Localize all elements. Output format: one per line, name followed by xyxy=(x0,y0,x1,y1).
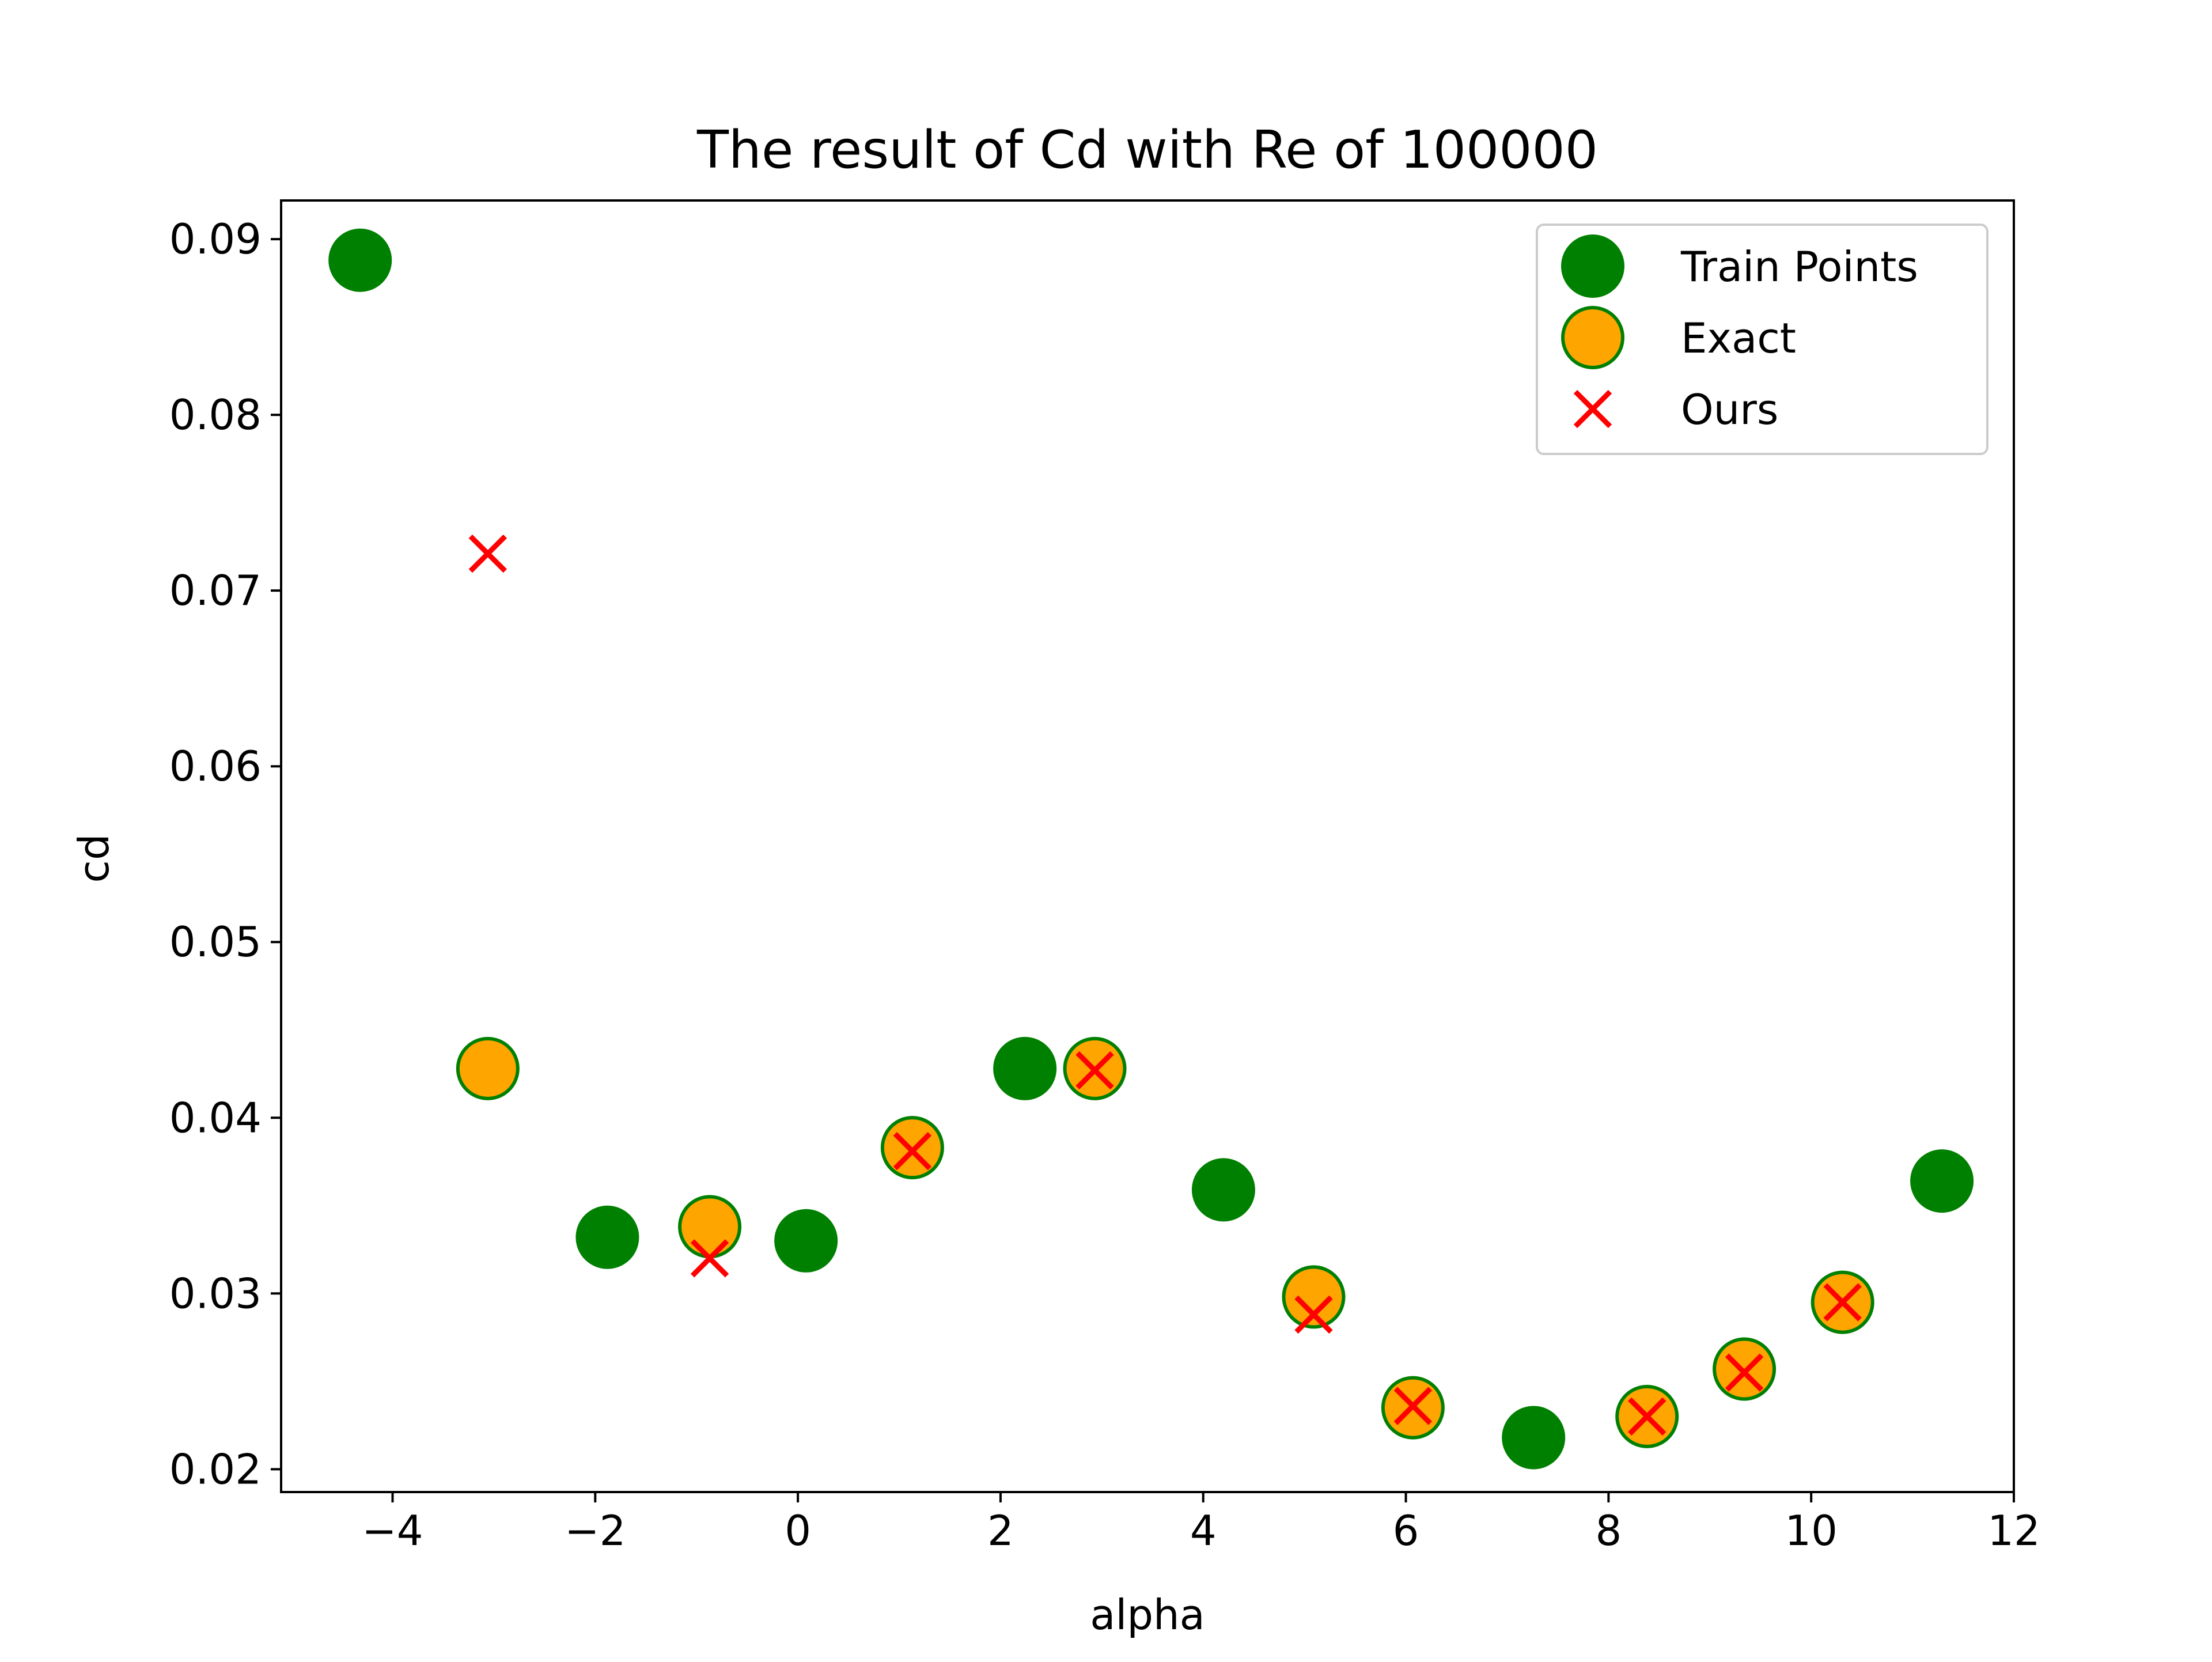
point-ours-stroke xyxy=(690,1239,729,1278)
y-axis-label: cd xyxy=(70,834,118,883)
plot-frame xyxy=(280,199,2015,1493)
x-tick-label: −4 xyxy=(362,1506,423,1555)
x-tick-label: 2 xyxy=(987,1506,1014,1555)
point-exact xyxy=(678,1195,742,1259)
x-tick-label: 6 xyxy=(1393,1506,1419,1555)
x-tick-label: 12 xyxy=(1987,1506,2040,1555)
data-marks xyxy=(328,228,1974,1470)
axis-ticks: −4 −2 0 2 4 6 8 10 12 0.02 0.03 0.04 0.05 0.06 0.07 0.0… xyxy=(169,215,2040,1555)
series-ours xyxy=(468,534,1862,1436)
legend-label-exact: Exact xyxy=(1681,314,1796,362)
point-train-points xyxy=(1910,1149,1974,1213)
point-ours-stroke xyxy=(1294,1295,1333,1334)
y-tick-label: 0.03 xyxy=(169,1269,262,1318)
y-tick-label: 0.04 xyxy=(169,1093,262,1142)
legend-marker-ours-stroke xyxy=(1573,389,1612,429)
x-tick-label: 10 xyxy=(1785,1506,1838,1555)
point-ours-stroke xyxy=(1628,1397,1666,1436)
y-tick-label: 0.08 xyxy=(169,391,262,439)
point-train-points xyxy=(774,1209,838,1273)
y-tick-label: 0.05 xyxy=(169,918,262,966)
legend-marker-exact xyxy=(1561,306,1624,369)
point-train-points xyxy=(1502,1406,1566,1470)
point-ours xyxy=(1725,1353,1764,1392)
point-exact xyxy=(456,1036,520,1100)
point-ours xyxy=(690,1239,729,1278)
x-tick-label: 4 xyxy=(1190,1506,1217,1555)
x-axis-label: alpha xyxy=(1090,1591,1205,1639)
y-tick-label: 0.07 xyxy=(169,566,262,615)
point-ours xyxy=(468,534,507,573)
chart-title: The result of Cd with Re of 100000 xyxy=(696,120,1598,180)
point-ours xyxy=(1628,1397,1666,1436)
point-ours-stroke xyxy=(1075,1051,1114,1090)
point-exact xyxy=(1282,1265,1346,1329)
point-ours-stroke xyxy=(1823,1283,1862,1322)
y-tick-label: 0.02 xyxy=(169,1445,262,1493)
point-ours xyxy=(1393,1387,1433,1425)
point-ours xyxy=(1075,1051,1114,1090)
x-tick-label: 0 xyxy=(785,1506,811,1555)
point-train-points xyxy=(575,1205,639,1269)
point-ours xyxy=(893,1132,932,1171)
point-ours xyxy=(1294,1295,1333,1334)
point-ours-stroke xyxy=(468,534,507,573)
legend-marker-train-points xyxy=(1561,234,1624,298)
legend-label-ours: Ours xyxy=(1681,385,1778,434)
legend-box xyxy=(1536,224,1988,455)
point-ours xyxy=(1823,1283,1862,1322)
legend-label-train-points: Train Points xyxy=(1680,243,1918,291)
x-tick-label: 8 xyxy=(1595,1506,1622,1555)
point-ours-stroke xyxy=(1725,1353,1764,1392)
x-tick-label: −2 xyxy=(565,1506,626,1555)
point-ours-stroke xyxy=(893,1132,932,1171)
point-train-points xyxy=(1191,1158,1255,1222)
legend: Train Points Exact Ours xyxy=(1536,224,1988,455)
point-train-points xyxy=(993,1036,1057,1100)
legend-marker-ours xyxy=(1573,389,1612,429)
point-ours-stroke xyxy=(1393,1387,1433,1425)
y-tick-label: 0.09 xyxy=(169,215,262,263)
point-train-points xyxy=(328,228,392,292)
y-tick-label: 0.06 xyxy=(169,742,262,790)
series-train-points xyxy=(328,228,1974,1470)
